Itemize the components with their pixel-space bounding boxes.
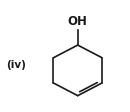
Text: OH: OH xyxy=(68,15,88,28)
Text: (iv): (iv) xyxy=(6,60,26,70)
